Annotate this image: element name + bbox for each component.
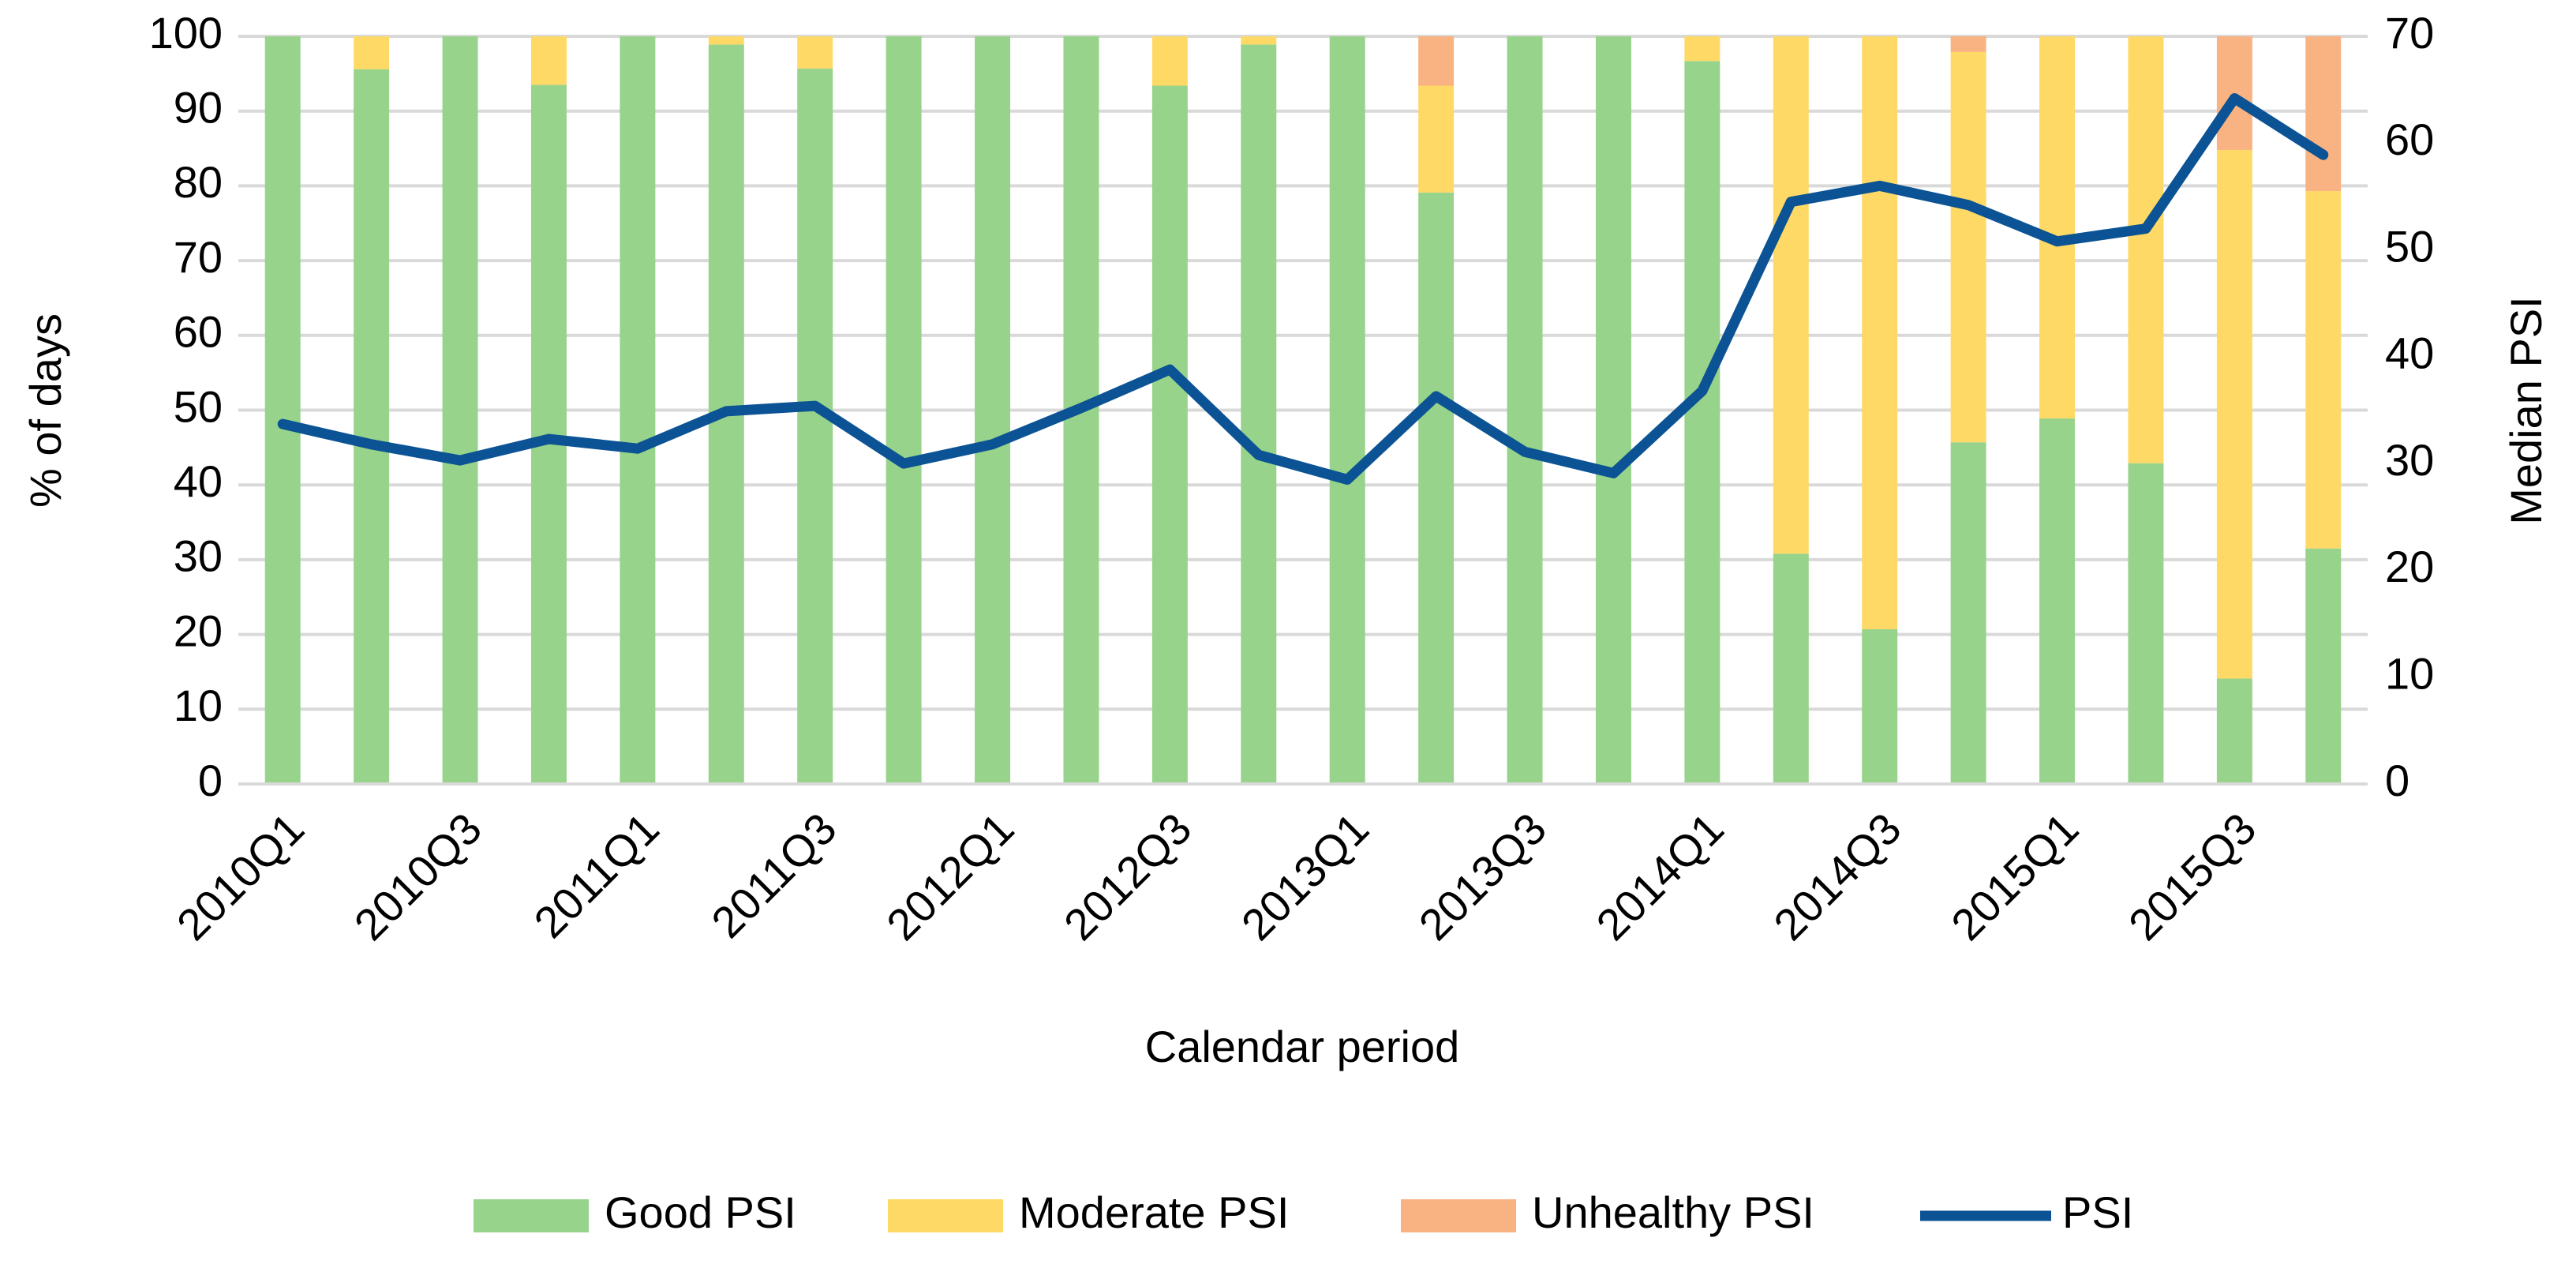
y2-tick-label: 50: [2385, 221, 2434, 271]
bar-segment: [1507, 36, 1543, 784]
bar-segment: [1595, 36, 1631, 784]
bar-segment: [2305, 191, 2342, 549]
y-tick-label: 40: [174, 456, 223, 506]
bar-segment: [1862, 36, 1898, 629]
y-tick-label: 30: [174, 531, 223, 581]
bar-segment: [354, 36, 390, 69]
y-tick-label: 60: [174, 307, 223, 357]
bar-segment: [1418, 85, 1455, 193]
y-tick-label: 50: [174, 381, 223, 431]
y2-tick-label: 30: [2385, 435, 2434, 485]
legend-label: Unhealthy PSI: [1532, 1187, 1814, 1237]
y-axis-title: % of days: [21, 313, 70, 508]
legend-swatch: [888, 1199, 1003, 1232]
y2-tick-label: 60: [2385, 114, 2434, 164]
bar-segment: [1950, 51, 1986, 443]
bar-segment: [2039, 418, 2076, 784]
bar-segment: [1684, 36, 1720, 62]
bar-segment: [708, 36, 744, 45]
bar-segment: [1418, 192, 1455, 785]
bar-segment: [2305, 36, 2342, 192]
legend-swatch: [474, 1199, 589, 1232]
bar-segment: [2216, 678, 2252, 784]
bar-segment: [797, 36, 833, 69]
bar-segment: [1684, 61, 1720, 785]
legend-label: Moderate PSI: [1019, 1187, 1289, 1237]
bar-segment: [354, 69, 390, 785]
bar-segment: [530, 36, 567, 85]
y-tick-label: 20: [174, 606, 223, 655]
bar-segment: [1418, 36, 1455, 86]
y-tick-label: 100: [149, 8, 223, 58]
bar-segment: [1151, 85, 1188, 784]
y-tick-label: 80: [174, 157, 223, 207]
x-axis-title: Calendar period: [1145, 1022, 1459, 1071]
y-tick-label: 10: [174, 681, 223, 730]
bar-segment: [1151, 36, 1188, 86]
bar-segment: [797, 68, 833, 784]
y2-tick-label: 40: [2385, 328, 2434, 378]
bar-segment: [620, 36, 656, 784]
bar-segment: [886, 36, 922, 784]
y-tick-label: 0: [198, 756, 223, 805]
y-tick-label: 90: [174, 82, 223, 132]
bar-segment: [2039, 36, 2076, 418]
bar-segment: [2305, 548, 2342, 784]
bar-segment: [1950, 442, 1986, 784]
y2-tick-label: 20: [2385, 542, 2434, 591]
bar-segment: [1862, 628, 1898, 784]
psi-line: [277, 92, 2329, 485]
bar-segment: [1773, 553, 1809, 784]
bar-segment: [2216, 149, 2252, 679]
bar-segment: [975, 36, 1011, 784]
y-tick-label: 70: [174, 232, 223, 282]
bar-segment: [1950, 36, 1986, 52]
y2-tick-label: 0: [2385, 756, 2409, 805]
bar-segment: [1773, 36, 1809, 554]
y2-tick-label: 10: [2385, 649, 2434, 699]
bar-segment: [2128, 463, 2164, 784]
y2-axis-title: Median PSI: [2501, 296, 2551, 525]
legend-swatch: [1401, 1199, 1516, 1232]
bar-segment: [1329, 36, 1365, 784]
bar-segment: [2128, 36, 2164, 463]
y2-tick-label: 70: [2385, 8, 2434, 58]
legend-label: Good PSI: [605, 1187, 796, 1237]
legend-label: PSI: [2062, 1187, 2133, 1237]
bar-segment: [442, 36, 478, 784]
bar-segment: [1241, 44, 1277, 785]
bar-segment: [1241, 36, 1277, 45]
bar-segment: [264, 36, 301, 784]
